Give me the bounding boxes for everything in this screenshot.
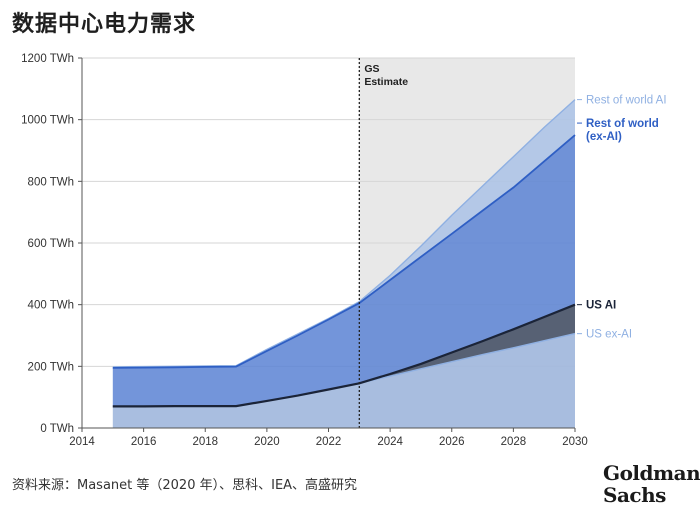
areas bbox=[112, 99, 576, 428]
label-rest-of-world-ex-ai: Rest of world (ex-AI) bbox=[586, 118, 659, 143]
y-tick-label: 800 TWh bbox=[28, 176, 74, 188]
line-us-ai bbox=[112, 303, 576, 408]
x-tick-label: 2024 bbox=[377, 436, 403, 448]
x-tick-label: 2018 bbox=[192, 436, 218, 448]
area-rest-of-world-ex-ai bbox=[112, 135, 576, 407]
y-tick-label: 0 TWh bbox=[40, 423, 74, 435]
x-tick-label: 2014 bbox=[69, 436, 95, 448]
y-tick-label: 1000 TWh bbox=[21, 115, 74, 127]
line-rest-of-world-ex-ai bbox=[112, 134, 576, 369]
logo-line1: Goldman bbox=[603, 461, 700, 485]
series-lines bbox=[112, 99, 576, 408]
label-line: Rest of world AI bbox=[586, 95, 667, 107]
x-tick-label: 2030 bbox=[562, 436, 588, 448]
label-line: (ex-AI) bbox=[586, 131, 622, 143]
x-tick-label: 2026 bbox=[439, 436, 465, 448]
label-us-ex-ai: US ex-AI bbox=[586, 329, 632, 341]
area-us-ex-ai bbox=[112, 333, 576, 428]
label-line: US ex-AI bbox=[586, 329, 632, 341]
y-tick-label: 200 TWh bbox=[28, 361, 74, 373]
y-tick-label: 400 TWh bbox=[28, 300, 74, 312]
y-tick-label: 1200 TWh bbox=[21, 53, 74, 65]
label-line: Rest of world bbox=[586, 118, 659, 130]
series-labels: Rest of world AI Rest of world (ex-AI) US A… bbox=[577, 95, 667, 341]
x-tick-label: 2016 bbox=[131, 436, 157, 448]
logo-line2: Sachs bbox=[603, 483, 666, 507]
line-rest-of-world-ai bbox=[112, 99, 576, 368]
estimate-label: GS bbox=[364, 63, 379, 75]
source-note: 资料来源：Masanet 等（2020 年）、思科、IEA、高盛研究 bbox=[12, 478, 358, 493]
estimate-label: Estimate bbox=[364, 76, 408, 88]
label-line: US AI bbox=[586, 300, 616, 312]
chart-title: 数据中心电力需求 bbox=[12, 12, 197, 37]
goldman-sachs-logo: Goldman Sachs bbox=[603, 462, 700, 506]
x-tick-label: 2020 bbox=[254, 436, 280, 448]
label-rest-of-world-ai: Rest of world AI bbox=[586, 95, 667, 107]
y-tick-label: 600 TWh bbox=[28, 238, 74, 250]
x-tick-label: 2022 bbox=[316, 436, 342, 448]
label-us-ai: US AI bbox=[586, 300, 616, 312]
x-tick-label: 2028 bbox=[501, 436, 527, 448]
